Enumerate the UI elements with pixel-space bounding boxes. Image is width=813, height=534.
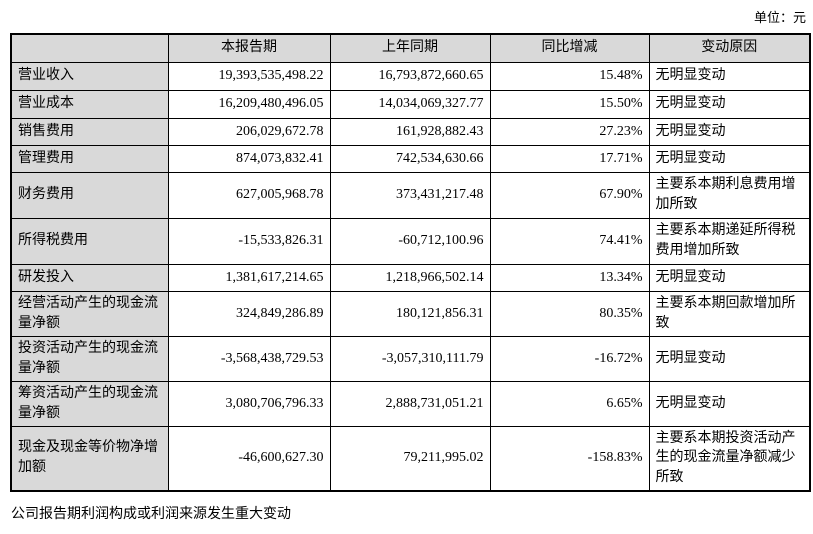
prior-period-value: 14,034,069,327.77: [329, 89, 491, 119]
yoy-change-value: 15.50%: [489, 89, 650, 119]
change-reason: 主要系本期利息费用增加所致: [648, 171, 811, 219]
prior-period-value: 373,431,217.48: [329, 171, 491, 219]
financial-comparison-table: 本报告期 上年同期 同比增减 变动原因 营业收入 19,393,535,498.…: [10, 33, 811, 493]
prior-period-value: 79,211,995.02: [329, 425, 491, 492]
row-label: 投资活动产生的现金流量净额: [10, 335, 169, 382]
yoy-change-value: 74.41%: [489, 217, 650, 265]
table-row: 研发投入 1,381,617,214.65 1,218,966,502.14 1…: [10, 263, 811, 292]
row-label: 研发投入: [10, 263, 169, 292]
header-item-blank: [10, 33, 169, 63]
prior-period-value: 2,888,731,051.21: [329, 380, 491, 427]
row-label: 销售费用: [10, 117, 169, 146]
profit-change-statement: 公司报告期利润构成或利润来源发生重大变动: [11, 507, 291, 523]
current-period-value: 874,073,832.41: [167, 144, 331, 173]
row-label: 营业成本: [10, 89, 169, 119]
prior-period-value: 1,218,966,502.14: [329, 263, 491, 292]
prior-period-value: 161,928,882.43: [329, 117, 491, 146]
row-label: 所得税费用: [10, 217, 169, 265]
change-reason: 无明显变动: [648, 89, 811, 119]
row-label: 筹资活动产生的现金流量净额: [10, 380, 169, 427]
change-reason: 主要系本期递延所得税费用增加所致: [648, 217, 811, 265]
table-row: 投资活动产生的现金流量净额 -3,568,438,729.53 -3,057,3…: [10, 335, 811, 382]
header-current-period: 本报告期: [167, 33, 331, 63]
change-reason: 无明显变动: [648, 144, 811, 173]
table-row: 营业成本 16,209,480,496.05 14,034,069,327.77…: [10, 89, 811, 119]
current-period-value: 16,209,480,496.05: [167, 89, 331, 119]
table-row: 现金及现金等价物净增加额 -46,600,627.30 79,211,995.0…: [10, 425, 811, 492]
change-reason: 无明显变动: [648, 335, 811, 382]
current-period-value: 206,029,672.78: [167, 117, 331, 146]
header-prior-period: 上年同期: [329, 33, 491, 63]
yoy-change-value: 27.23%: [489, 117, 650, 146]
table-row: 管理费用 874,073,832.41 742,534,630.66 17.71…: [10, 144, 811, 173]
yoy-change-value: -158.83%: [489, 425, 650, 492]
table-row: 筹资活动产生的现金流量净额 3,080,706,796.33 2,888,731…: [10, 380, 811, 427]
yoy-change-value: 6.65%: [489, 380, 650, 427]
current-period-value: 19,393,535,498.22: [167, 61, 331, 91]
table-header-row: 本报告期 上年同期 同比增减 变动原因: [10, 33, 811, 63]
current-period-value: 627,005,968.78: [167, 171, 331, 219]
table-row: 经营活动产生的现金流量净额 324,849,286.89 180,121,856…: [10, 290, 811, 337]
row-label: 财务费用: [10, 171, 169, 219]
change-reason: 无明显变动: [648, 263, 811, 292]
unit-label: 单位：元: [753, 10, 806, 25]
change-reason: 主要系本期回款增加所致: [648, 290, 811, 337]
table-row: 销售费用 206,029,672.78 161,928,882.43 27.23…: [10, 117, 811, 146]
row-label: 管理费用: [10, 144, 169, 173]
yoy-change-value: 15.48%: [489, 61, 650, 91]
change-reason: 无明显变动: [648, 380, 811, 427]
yoy-change-value: -16.72%: [489, 335, 650, 382]
row-label: 现金及现金等价物净增加额: [10, 425, 169, 492]
table-row: 营业收入 19,393,535,498.22 16,793,872,660.65…: [10, 61, 811, 91]
prior-period-value: 16,793,872,660.65: [329, 61, 491, 91]
change-reason: 无明显变动: [648, 61, 811, 91]
row-label: 经营活动产生的现金流量净额: [10, 290, 169, 337]
row-label: 营业收入: [10, 61, 169, 91]
prior-period-value: -60,712,100.96: [329, 217, 491, 265]
current-period-value: 1,381,617,214.65: [167, 263, 331, 292]
prior-period-value: 180,121,856.31: [329, 290, 491, 337]
current-period-value: -46,600,627.30: [167, 425, 331, 492]
yoy-change-value: 13.34%: [489, 263, 650, 292]
table-row: 财务费用 627,005,968.78 373,431,217.48 67.90…: [10, 171, 811, 219]
current-period-value: 3,080,706,796.33: [167, 380, 331, 427]
change-reason: 主要系本期投资活动产生的现金流量净额减少所致: [648, 425, 811, 492]
yoy-change-value: 80.35%: [489, 290, 650, 337]
yoy-change-value: 17.71%: [489, 144, 650, 173]
change-reason: 无明显变动: [648, 117, 811, 146]
yoy-change-value: 67.90%: [489, 171, 650, 219]
current-period-value: -3,568,438,729.53: [167, 335, 331, 382]
current-period-value: 324,849,286.89: [167, 290, 331, 337]
header-change-reason: 变动原因: [648, 33, 811, 63]
prior-period-value: -3,057,310,111.79: [329, 335, 491, 382]
prior-period-value: 742,534,630.66: [329, 144, 491, 173]
table-row: 所得税费用 -15,533,826.31 -60,712,100.96 74.4…: [10, 217, 811, 265]
current-period-value: -15,533,826.31: [167, 217, 331, 265]
header-yoy-change: 同比增减: [489, 33, 650, 63]
